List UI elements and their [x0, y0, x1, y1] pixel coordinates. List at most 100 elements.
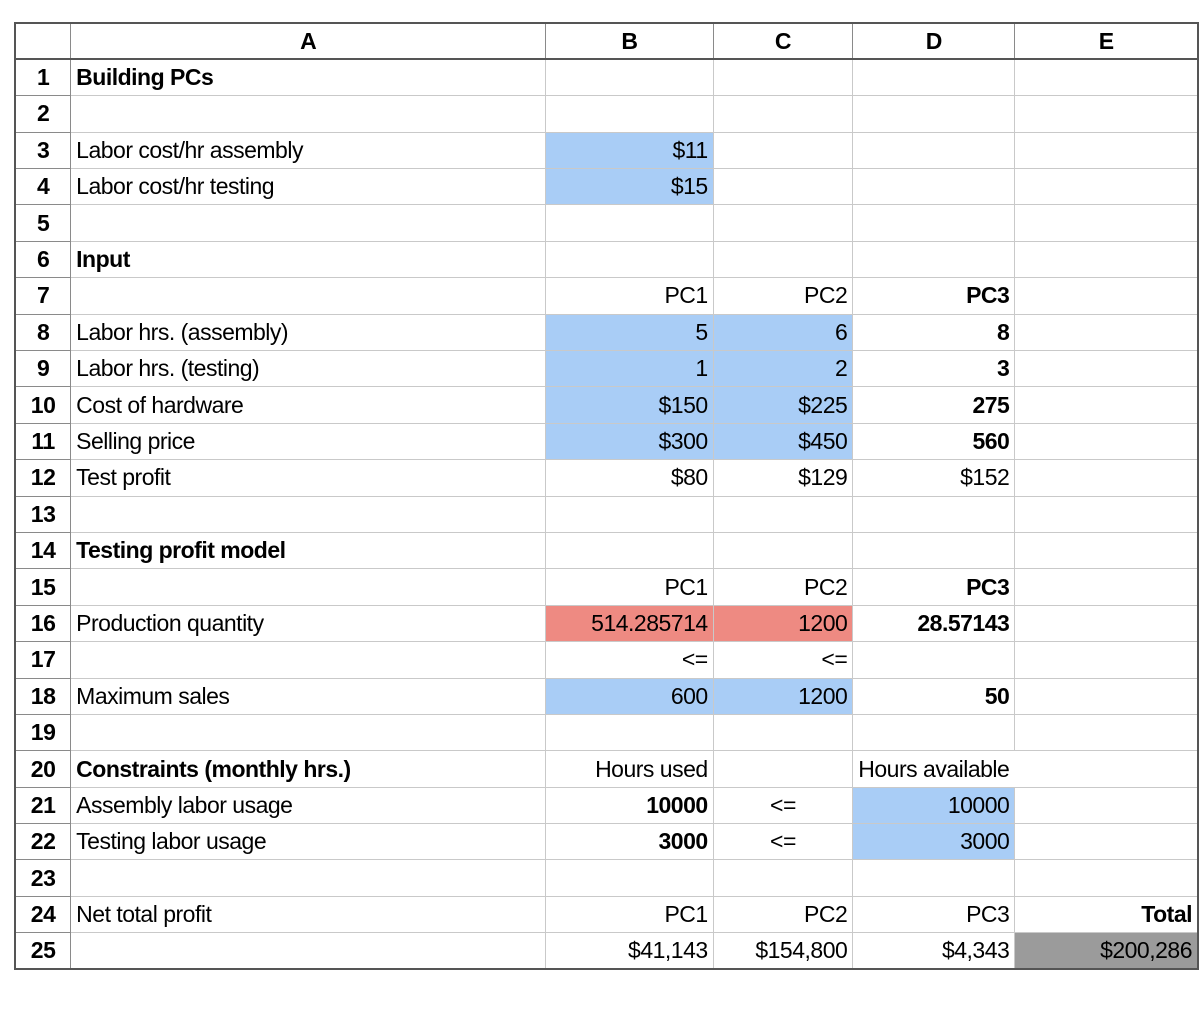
cell-d8[interactable]: 8 [852, 313, 1016, 352]
cell-e9[interactable] [1014, 350, 1199, 388]
cell-c5[interactable] [712, 204, 854, 242]
cell-d12[interactable]: $152 [852, 459, 1016, 497]
cell-b21[interactable]: 10000 [545, 786, 714, 825]
cell-d20[interactable]: Hours available [852, 750, 1015, 788]
cell-e21[interactable] [1014, 786, 1199, 825]
cell-a17[interactable] [70, 641, 547, 679]
cell-d21[interactable]: 10000 [852, 786, 1016, 825]
cell-b18[interactable]: 600 [545, 677, 714, 715]
cell-c22[interactable]: <= [712, 823, 854, 861]
cell-b19[interactable] [545, 713, 714, 752]
cell-a14[interactable]: Testing profit model [70, 531, 547, 570]
cell-b5[interactable] [545, 204, 714, 242]
cell-a5[interactable] [70, 204, 547, 242]
cell-b9[interactable]: 1 [545, 350, 714, 388]
cell-d22[interactable]: 3000 [852, 823, 1016, 861]
cell-b17[interactable]: <= [545, 641, 714, 679]
cell-a2[interactable] [70, 95, 547, 133]
cell-b7[interactable]: PC1 [545, 277, 714, 315]
cell-d5[interactable] [852, 204, 1016, 242]
cell-a19[interactable] [70, 713, 547, 752]
cell-c7[interactable]: PC2 [712, 277, 854, 315]
cell-a16[interactable]: Production quantity [70, 604, 547, 643]
cell-a11[interactable]: Selling price [70, 422, 547, 461]
cell-d3[interactable] [852, 131, 1016, 170]
cell-a23[interactable] [70, 859, 547, 897]
cell-e3[interactable] [1014, 131, 1199, 170]
row-header[interactable]: 13 [14, 495, 72, 533]
cell-e19[interactable] [1014, 713, 1199, 752]
cell-c13[interactable] [712, 495, 854, 533]
cell-c21[interactable]: <= [712, 786, 854, 825]
cell-a4[interactable]: Labor cost/hr testing [70, 168, 547, 206]
row-header[interactable]: 17 [14, 641, 72, 679]
cell-e2[interactable] [1014, 95, 1199, 133]
row-header[interactable]: 5 [14, 204, 72, 242]
cell-b15[interactable]: PC1 [545, 568, 714, 606]
cell-d11[interactable]: 560 [852, 422, 1016, 461]
cell-e13[interactable] [1014, 495, 1199, 533]
cell-e7[interactable] [1014, 277, 1199, 315]
cell-e22[interactable] [1014, 823, 1199, 861]
cell-c1[interactable] [712, 58, 854, 97]
row-header[interactable]: 14 [14, 531, 72, 570]
cell-c19[interactable] [712, 713, 854, 752]
row-header[interactable]: 16 [14, 604, 72, 643]
cell-c11[interactable]: $450 [712, 422, 854, 461]
cell-a20[interactable]: Constraints (monthly hrs.) [70, 750, 547, 788]
cell-c25[interactable]: $154,800 [712, 932, 854, 971]
cell-a12[interactable]: Test profit [70, 459, 547, 497]
cell-d6[interactable] [852, 240, 1016, 279]
row-header[interactable]: 1 [14, 58, 72, 97]
cell-b24[interactable]: PC1 [545, 895, 714, 934]
row-header[interactable]: 21 [14, 786, 72, 825]
cell-c9[interactable]: 2 [712, 350, 854, 388]
cell-b6[interactable] [545, 240, 714, 279]
column-header-c[interactable]: C [712, 21, 854, 60]
cell-d17[interactable] [852, 641, 1016, 679]
cell-a7[interactable] [70, 277, 547, 315]
cell-a21[interactable]: Assembly labor usage [70, 786, 547, 825]
cell-b20[interactable]: Hours used [545, 750, 714, 788]
cell-b13[interactable] [545, 495, 714, 533]
cell-b16[interactable]: 514.285714 [545, 604, 714, 643]
row-header[interactable]: 25 [14, 932, 72, 971]
cell-c24[interactable]: PC2 [712, 895, 854, 934]
cell-e1[interactable] [1014, 58, 1199, 97]
row-header[interactable]: 9 [14, 350, 72, 388]
cell-d9[interactable]: 3 [852, 350, 1016, 388]
column-header-e[interactable]: E [1014, 21, 1199, 60]
cell-a24[interactable]: Net total profit [70, 895, 547, 934]
cell-b12[interactable]: $80 [545, 459, 714, 497]
cell-d4[interactable] [852, 168, 1016, 206]
cell-d7[interactable]: PC3 [852, 277, 1016, 315]
cell-d15[interactable]: PC3 [852, 568, 1016, 606]
row-header[interactable]: 20 [14, 750, 72, 788]
cell-c20[interactable] [712, 750, 854, 788]
cell-d16[interactable]: 28.57143 [852, 604, 1016, 643]
row-header[interactable]: 18 [14, 677, 72, 715]
column-header-b[interactable]: B [545, 21, 714, 60]
cell-d2[interactable] [852, 95, 1016, 133]
row-header[interactable]: 19 [14, 713, 72, 752]
cell-c6[interactable] [712, 240, 854, 279]
cell-c10[interactable]: $225 [712, 386, 854, 424]
cell-e24[interactable]: Total [1014, 895, 1199, 934]
cell-a6[interactable]: Input [70, 240, 547, 279]
cell-e23[interactable] [1014, 859, 1199, 897]
cell-b25[interactable]: $41,143 [545, 932, 714, 971]
cell-e5[interactable] [1014, 204, 1199, 242]
cell-e18[interactable] [1014, 677, 1199, 715]
row-header[interactable]: 24 [14, 895, 72, 934]
cell-b1[interactable] [545, 58, 714, 97]
row-header[interactable]: 8 [14, 313, 72, 352]
cell-c8[interactable]: 6 [712, 313, 854, 352]
row-header[interactable]: 7 [14, 277, 72, 315]
cell-b14[interactable] [545, 531, 714, 570]
row-header[interactable]: 12 [14, 459, 72, 497]
cell-e17[interactable] [1014, 641, 1199, 679]
cell-d19[interactable] [852, 713, 1016, 752]
cell-e12[interactable] [1014, 459, 1199, 497]
cell-e14[interactable] [1014, 531, 1199, 570]
cell-b11[interactable]: $300 [545, 422, 714, 461]
